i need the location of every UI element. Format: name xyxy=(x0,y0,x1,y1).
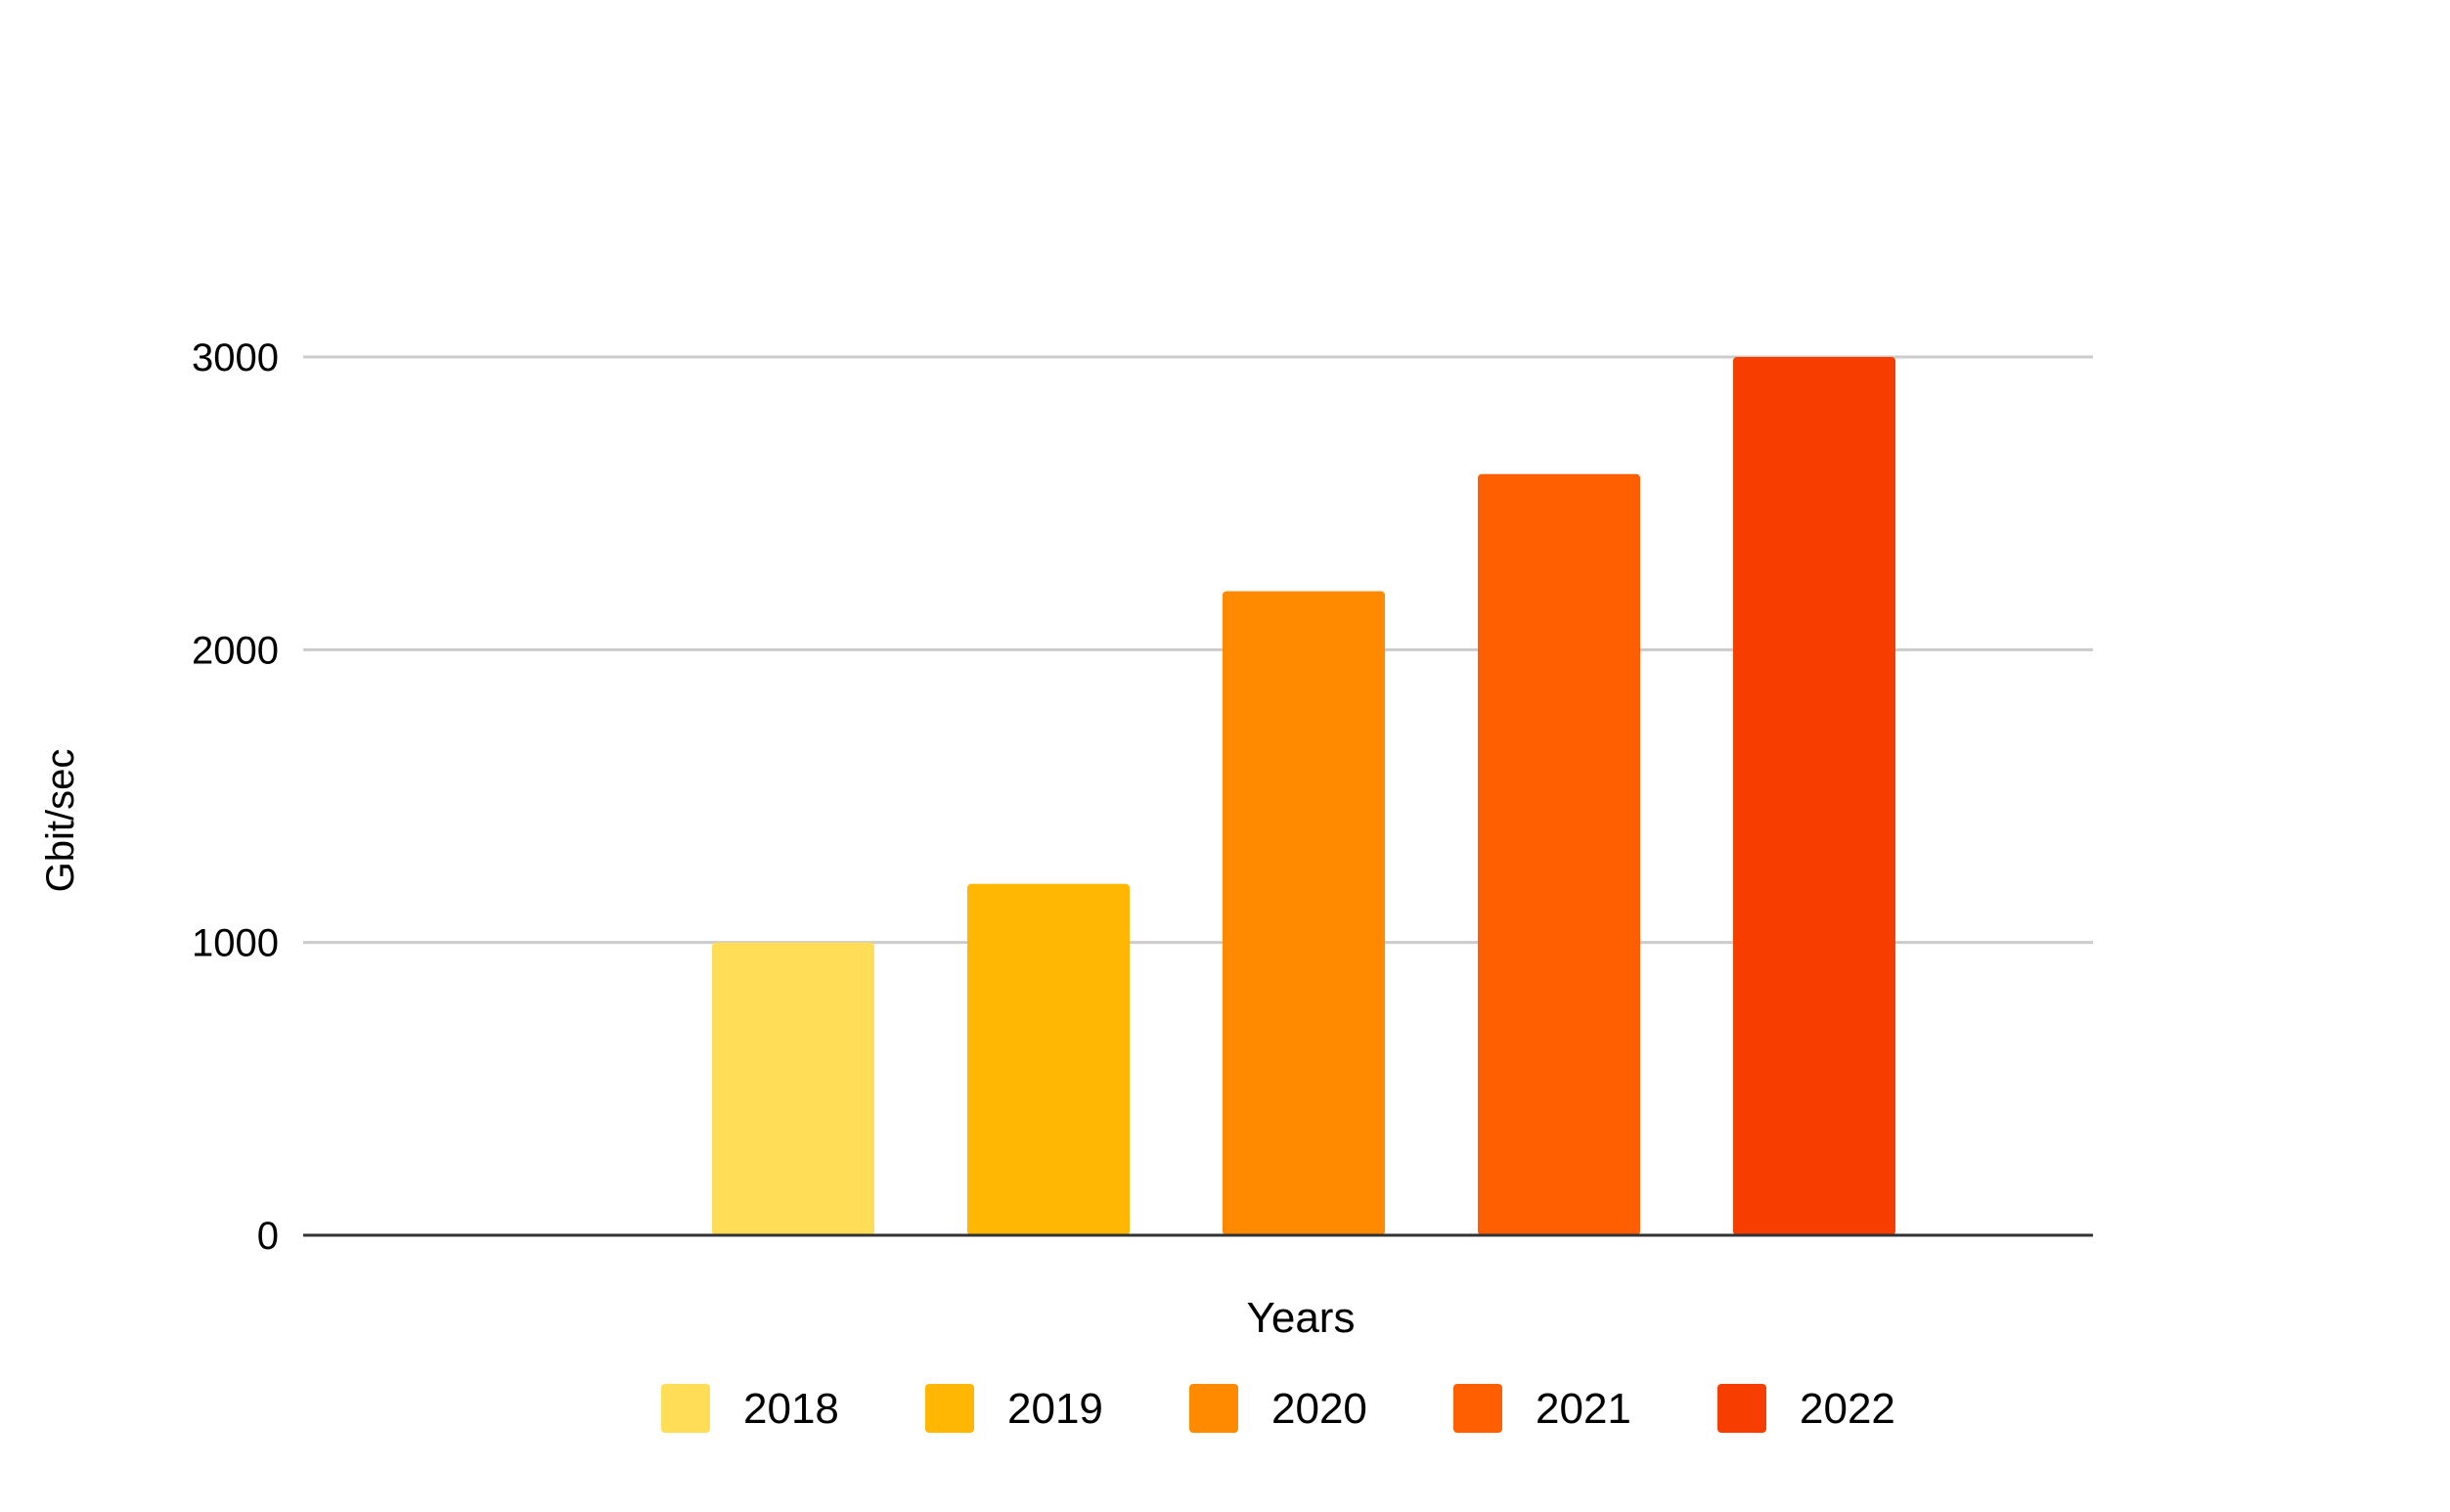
legend-label: 2021 xyxy=(1536,1385,1631,1433)
y-axis-label: Gbit/sec xyxy=(39,749,82,893)
legend-item-2021: 2021 xyxy=(1453,1384,1631,1433)
y-tick-labels: 0 1000 2000 3000 xyxy=(192,336,279,1258)
bar-2018 xyxy=(712,942,874,1235)
y-tick-label: 0 xyxy=(257,1215,279,1258)
bar-2019 xyxy=(967,883,1130,1235)
y-tick-label: 1000 xyxy=(192,922,279,965)
legend-swatch xyxy=(1453,1384,1502,1433)
x-axis-label: Years xyxy=(1247,1294,1356,1342)
bar-2021 xyxy=(1478,473,1640,1235)
legend-swatch xyxy=(1189,1384,1238,1433)
legend-swatch xyxy=(925,1384,974,1433)
legend: 2018 2019 2020 2021 2022 xyxy=(661,1384,1895,1433)
legend-item-2019: 2019 xyxy=(925,1384,1103,1433)
legend-label: 2020 xyxy=(1271,1385,1367,1433)
bar-2020 xyxy=(1223,591,1385,1235)
legend-label: 2019 xyxy=(1007,1385,1103,1433)
legend-swatch xyxy=(1717,1384,1766,1433)
y-tick-label: 3000 xyxy=(192,336,279,379)
legend-item-2020: 2020 xyxy=(1189,1384,1367,1433)
bars xyxy=(712,357,1895,1235)
legend-item-2018: 2018 xyxy=(661,1384,839,1433)
legend-label: 2022 xyxy=(1800,1385,1895,1433)
legend-swatch xyxy=(661,1384,710,1433)
legend-item-2022: 2022 xyxy=(1717,1384,1895,1433)
y-tick-label: 2000 xyxy=(192,629,279,672)
legend-label: 2018 xyxy=(743,1385,839,1433)
bar-2022 xyxy=(1733,357,1895,1235)
